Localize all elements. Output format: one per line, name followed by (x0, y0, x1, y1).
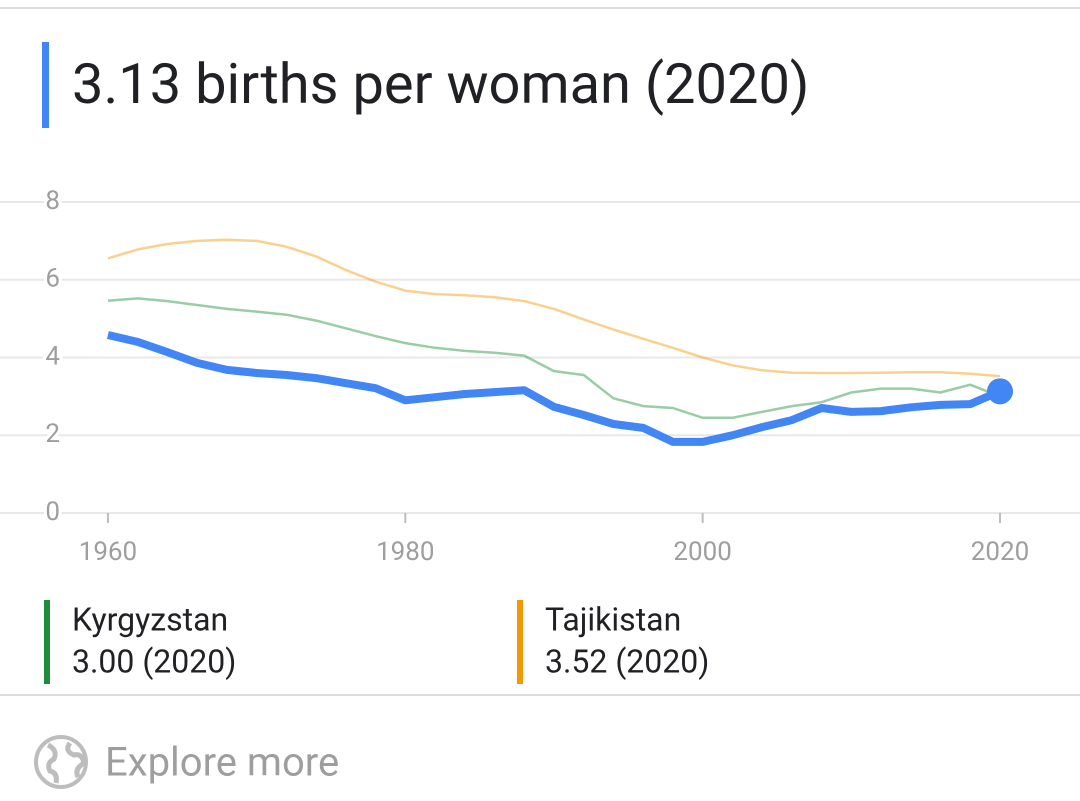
legend-latest: 3.52 (2020) (545, 642, 709, 680)
legend-swatch (517, 600, 523, 684)
title-accent (42, 42, 49, 128)
x-tick-label: 1980 (376, 537, 434, 567)
legend-latest: 3.00 (2020) (72, 642, 236, 680)
series-line (107, 297, 1001, 420)
series-line (106, 331, 1002, 446)
series-line (107, 238, 1001, 378)
end-point (987, 378, 1014, 405)
explore-more[interactable]: Explore more (105, 739, 339, 786)
legend: Kyrgyzstan 3.00 (2020) Tajikistan 3.52 (202… (44, 600, 709, 684)
x-tick-label: 2020 (971, 537, 1029, 567)
x-tick-label: 2000 (673, 537, 731, 567)
y-tick-label: 4 (45, 341, 60, 371)
y-tick-label: 8 (45, 186, 60, 216)
legend-name: Tajikistan (545, 600, 681, 638)
x-tick-label: 1960 (79, 537, 137, 567)
globe-icon[interactable] (34, 735, 88, 789)
legend-name: Kyrgyzstan (72, 600, 228, 638)
y-tick-label: 0 (45, 497, 60, 527)
plot: 0 2 4 6 8 1960 1980 2000 2020 (0, 183, 1080, 567)
chart-title: 3.13 births per woman (2020) (72, 51, 809, 117)
y-tick-label: 6 (45, 264, 60, 294)
y-tick-label: 2 (45, 419, 60, 449)
legend-swatch (44, 600, 50, 684)
